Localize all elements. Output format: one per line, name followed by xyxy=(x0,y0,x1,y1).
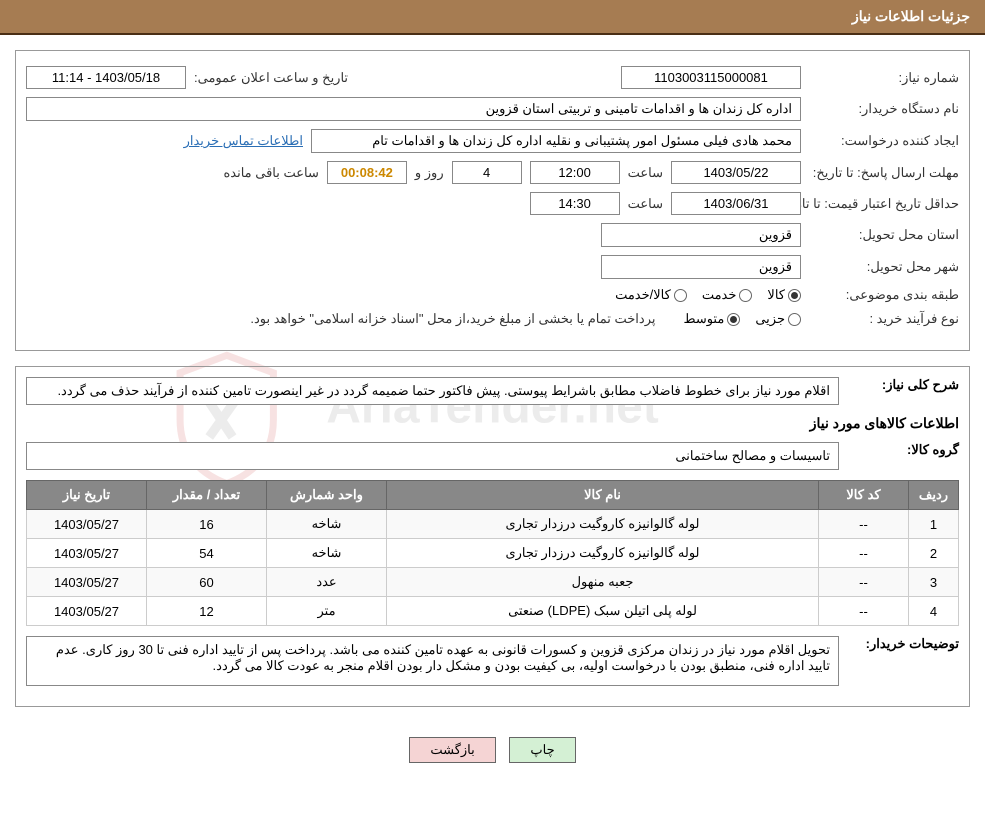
delivery-city-label: شهر محل تحویل: xyxy=(809,259,959,275)
countdown-timer: 00:08:42 xyxy=(327,161,407,184)
cell-name: جعبه منهول xyxy=(387,568,819,597)
buyer-notes-label: توضیحات خریدار: xyxy=(849,636,959,652)
radio-service[interactable]: خدمت xyxy=(702,287,753,303)
cell-qty: 12 xyxy=(147,597,267,626)
items-section-title: اطلاعات کالاهای مورد نیاز xyxy=(26,415,959,432)
time-label-1: ساعت xyxy=(628,165,663,181)
radio-goods-service[interactable]: کالا/خدمت xyxy=(615,287,687,303)
cell-code: -- xyxy=(819,539,909,568)
table-row: 1--لوله گالوانیزه کاروگیت درزدار تجاریشا… xyxy=(27,510,959,539)
button-bar: چاپ بازگشت xyxy=(0,717,985,783)
announce-date-label: تاریخ و ساعت اعلان عمومی: xyxy=(194,70,348,86)
goods-group-label: گروه کالا: xyxy=(849,442,959,458)
days-remaining-value: 4 xyxy=(452,161,522,184)
main-form-panel: شماره نیاز: 1103003115000081 تاریخ و ساع… xyxy=(15,50,970,351)
radio-goods-service-circle xyxy=(674,289,687,302)
cell-date: 1403/05/27 xyxy=(27,510,147,539)
time-label-2: ساعت xyxy=(628,196,663,212)
cell-qty: 54 xyxy=(147,539,267,568)
buyer-contact-link[interactable]: اطلاعات تماس خریدار xyxy=(184,133,303,149)
price-validity-label: حداقل تاریخ اعتبار قیمت: تا تاریخ: xyxy=(809,196,959,212)
cell-unit: شاخه xyxy=(267,539,387,568)
classification-label: طبقه بندی موضوعی: xyxy=(809,287,959,303)
buyer-name-label: نام دستگاه خریدار: xyxy=(809,101,959,117)
radio-medium-label: متوسط xyxy=(683,311,724,327)
days-and-label: روز و xyxy=(415,165,444,181)
general-desc-label: شرح کلی نیاز: xyxy=(849,377,959,393)
radio-medium-circle xyxy=(727,313,740,326)
cell-date: 1403/05/27 xyxy=(27,539,147,568)
cell-n: 3 xyxy=(909,568,959,597)
table-row: 4--لوله پلی اتیلن سبک (LDPE) صنعتیمتر121… xyxy=(27,597,959,626)
need-number-value: 1103003115000081 xyxy=(621,66,801,89)
th-qty: تعداد / مقدار xyxy=(147,481,267,510)
cell-n: 2 xyxy=(909,539,959,568)
cell-unit: متر xyxy=(267,597,387,626)
radio-partial[interactable]: جزیی xyxy=(755,311,801,327)
purchase-note: پرداخت تمام یا بخشی از مبلغ خرید،از محل … xyxy=(250,311,655,327)
radio-partial-circle xyxy=(788,313,801,326)
cell-code: -- xyxy=(819,597,909,626)
requester-value: محمد هادی فیلی مسئول امور پشتیبانی و نقل… xyxy=(311,129,801,153)
purchase-type-label: نوع فرآیند خرید : xyxy=(809,311,959,327)
radio-service-label: خدمت xyxy=(702,287,737,303)
table-row: 2--لوله گالوانیزه کاروگیت درزدار تجاریشا… xyxy=(27,539,959,568)
goods-group-value: تاسیسات و مصالح ساختمانی xyxy=(26,442,839,470)
cell-name: لوله پلی اتیلن سبک (LDPE) صنعتی xyxy=(387,597,819,626)
print-button[interactable]: چاپ xyxy=(509,737,575,763)
radio-goods[interactable]: کالا xyxy=(767,287,801,303)
response-deadline-label: مهلت ارسال پاسخ: تا تاریخ: xyxy=(809,165,959,181)
cell-unit: شاخه xyxy=(267,510,387,539)
th-date: تاریخ نیاز xyxy=(27,481,147,510)
page-header: جزئیات اطلاعات نیاز xyxy=(0,0,985,35)
cell-qty: 16 xyxy=(147,510,267,539)
th-code: کد کالا xyxy=(819,481,909,510)
price-validity-date: 1403/06/31 xyxy=(671,192,801,215)
need-number-label: شماره نیاز: xyxy=(809,70,959,86)
table-row: 3--جعبه منهولعدد601403/05/27 xyxy=(27,568,959,597)
cell-qty: 60 xyxy=(147,568,267,597)
delivery-province-label: استان محل تحویل: xyxy=(809,227,959,243)
th-row: ردیف xyxy=(909,481,959,510)
th-unit: واحد شمارش xyxy=(267,481,387,510)
classification-radio-group: کالا خدمت کالا/خدمت xyxy=(615,287,801,303)
general-desc-value: اقلام مورد نیاز برای خطوط فاضلاب مطابق ب… xyxy=(26,377,839,405)
cell-name: لوله گالوانیزه کاروگیت درزدار تجاری xyxy=(387,510,819,539)
th-name: نام کالا xyxy=(387,481,819,510)
radio-service-circle xyxy=(739,289,752,302)
cell-date: 1403/05/27 xyxy=(27,597,147,626)
response-time-value: 12:00 xyxy=(530,161,620,184)
response-date-value: 1403/05/22 xyxy=(671,161,801,184)
radio-partial-label: جزیی xyxy=(755,311,785,327)
back-button[interactable]: بازگشت xyxy=(409,737,495,763)
cell-unit: عدد xyxy=(267,568,387,597)
page-title: جزئیات اطلاعات نیاز xyxy=(852,8,970,24)
cell-n: 1 xyxy=(909,510,959,539)
delivery-province-value: قزوین xyxy=(601,223,801,247)
radio-goods-circle xyxy=(788,289,801,302)
announce-date-value: 1403/05/18 - 11:14 xyxy=(26,66,186,89)
cell-date: 1403/05/27 xyxy=(27,568,147,597)
delivery-city-value: قزوین xyxy=(601,255,801,279)
cell-code: -- xyxy=(819,510,909,539)
requester-label: ایجاد کننده درخواست: xyxy=(809,133,959,149)
cell-name: لوله گالوانیزه کاروگیت درزدار تجاری xyxy=(387,539,819,568)
buyer-notes-value: تحویل اقلام مورد نیاز در زندان مرکزی قزو… xyxy=(26,636,839,686)
cell-n: 4 xyxy=(909,597,959,626)
cell-code: -- xyxy=(819,568,909,597)
time-remaining-label: ساعت باقی مانده xyxy=(223,165,318,181)
radio-goods-service-label: کالا/خدمت xyxy=(615,287,671,303)
items-table: ردیف کد کالا نام کالا واحد شمارش تعداد /… xyxy=(26,480,959,626)
radio-goods-label: کالا xyxy=(767,287,785,303)
price-validity-time: 14:30 xyxy=(530,192,620,215)
buyer-name-value: اداره کل زندان ها و اقدامات تامینی و ترب… xyxy=(26,97,801,121)
purchase-type-radio-group: جزیی متوسط xyxy=(683,311,801,327)
radio-medium[interactable]: متوسط xyxy=(683,311,740,327)
details-panel: شرح کلی نیاز: اقلام مورد نیاز برای خطوط … xyxy=(15,366,970,707)
